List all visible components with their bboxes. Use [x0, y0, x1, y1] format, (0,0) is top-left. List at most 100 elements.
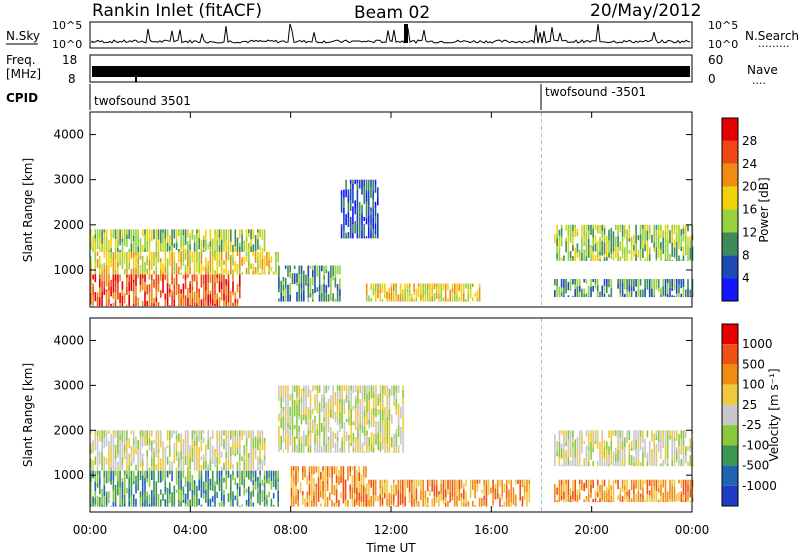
- echo-cell: [225, 229, 227, 239]
- echo-cell: [183, 455, 185, 465]
- echo-cell: [339, 448, 341, 452]
- echo-cell: [110, 478, 112, 482]
- echo-cell: [344, 408, 346, 414]
- echo-cell: [283, 411, 285, 416]
- echo-cell: [176, 268, 178, 275]
- echo-cell: [176, 291, 178, 295]
- echo-cell: [225, 244, 227, 253]
- echo-cell: [140, 436, 142, 441]
- noise-line: [92, 24, 690, 43]
- echo-cell: [347, 466, 349, 474]
- echo-cell: [443, 480, 445, 484]
- echo-cell: [341, 440, 343, 447]
- echo-cell: [606, 455, 608, 461]
- echo-cell: [185, 265, 187, 273]
- echo-cell: [662, 286, 664, 296]
- echo-cell: [341, 422, 343, 429]
- echo-cell: [375, 284, 377, 293]
- echo-cell: [622, 279, 624, 283]
- echo-cell: [207, 289, 209, 295]
- echo-cell: [490, 488, 492, 494]
- echo-cell: [108, 252, 110, 263]
- echo-cell: [104, 457, 106, 465]
- echo-cell: [626, 279, 628, 286]
- echo-cell: [554, 234, 556, 243]
- echo-cell: [142, 278, 144, 290]
- echo-cell: [268, 492, 270, 498]
- echo-cell: [280, 418, 282, 428]
- echo-cell: [318, 466, 320, 477]
- echo-cell: [104, 434, 106, 438]
- echo-cell: [346, 432, 348, 438]
- echo-cell: [115, 235, 117, 239]
- echo-cell: [633, 484, 635, 493]
- echo-cell: [169, 482, 171, 488]
- echo-cell: [683, 256, 685, 261]
- y-tick-label: 2000: [53, 218, 84, 232]
- echo-cell: [683, 463, 685, 467]
- echo-cell: [187, 258, 189, 267]
- echo-cell: [317, 436, 319, 441]
- echo-cell: [198, 456, 200, 460]
- echo-cell: [287, 423, 289, 427]
- echo-cell: [298, 298, 300, 301]
- echo-cell: [601, 286, 603, 296]
- echo-cell: [479, 288, 481, 300]
- echo-cell: [124, 430, 126, 439]
- echo-cell: [310, 266, 312, 269]
- echo-cell: [207, 464, 209, 468]
- echo-cell: [368, 223, 370, 227]
- echo-cell: [268, 267, 270, 271]
- echo-cell: [165, 248, 167, 252]
- echo-cell: [201, 440, 203, 449]
- echo-cell: [237, 499, 239, 506]
- colorbar-tick-label: 4: [742, 271, 750, 285]
- echo-cell: [321, 395, 323, 403]
- echo-cell: [92, 287, 94, 295]
- echo-cell: [297, 490, 299, 501]
- echo-cell: [278, 298, 280, 301]
- echo-cell: [683, 294, 685, 297]
- echo-cell: [293, 466, 295, 470]
- echo-cell: [348, 410, 350, 418]
- echo-cell: [171, 274, 173, 275]
- echo-cell: [201, 471, 203, 477]
- echo-cell: [178, 503, 180, 507]
- echo-cell: [344, 427, 346, 431]
- echo-cell: [685, 225, 687, 236]
- echo-cell: [506, 480, 508, 486]
- echo-cell: [597, 461, 599, 465]
- cpid-panel: CPID twofsound 3501 twofsound -3501: [6, 84, 646, 110]
- echo-cell: [449, 483, 451, 492]
- echo-cell: [97, 259, 99, 268]
- echo-cell: [574, 458, 576, 466]
- echo-cell: [386, 506, 388, 507]
- echo-cell: [649, 456, 651, 465]
- echo-cell: [465, 480, 467, 486]
- colorbar-cell: [722, 164, 738, 187]
- echo-cell: [572, 491, 574, 500]
- echo-cell: [597, 430, 599, 433]
- echo-cell: [271, 471, 273, 481]
- echo-cell: [167, 488, 169, 494]
- echo-cell: [237, 271, 239, 274]
- colorbar-cell: [722, 232, 738, 255]
- echo-cell: [592, 441, 594, 448]
- echo-cell: [142, 453, 144, 461]
- echo-cell: [289, 438, 291, 445]
- echo-cell: [214, 282, 216, 289]
- echo-cell: [624, 437, 626, 447]
- echo-cell: [180, 294, 182, 298]
- echo-cell: [203, 248, 205, 251]
- echo-cell: [483, 500, 485, 506]
- echo-cell: [519, 484, 521, 491]
- echo-cell: [212, 275, 214, 279]
- echo-cell: [354, 474, 356, 484]
- echo-cell: [350, 409, 352, 420]
- echo-cell: [366, 193, 368, 202]
- echo-cell: [649, 490, 651, 495]
- echo-cell: [235, 436, 237, 441]
- echo-cell: [225, 260, 227, 267]
- echo-cell: [577, 229, 579, 232]
- echo-cell: [122, 247, 124, 252]
